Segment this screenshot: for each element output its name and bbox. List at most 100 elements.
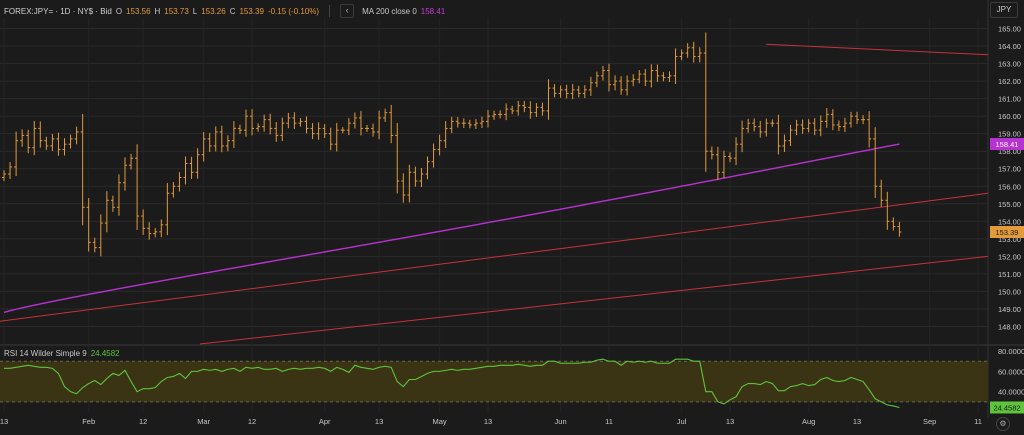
price-tags: 158.41 153.39 24.4582 [990,138,1024,414]
rsi-tick-label: 40.0000 [998,388,1024,397]
ohlc-bar [62,138,67,156]
rsi-line [4,358,900,409]
ohlc-bar [316,122,321,140]
ohlc-bar [419,167,424,188]
ohlc-bar [377,110,382,140]
ohlc-bar [310,123,315,140]
time-tick-label: Jun [555,417,567,426]
ma-price-tag: 158.41 [990,138,1024,151]
price-tick-label: 160.00 [998,112,1021,121]
ohlc-bar [613,75,618,91]
price-tick-label: 162.00 [998,77,1021,86]
time-tick-label: Jul [677,417,687,426]
close-label: C [229,6,236,16]
ma-label[interactable]: MA 200 close 0 [362,6,417,16]
price-tick-label: 153.00 [998,235,1021,244]
time-tick-label: 13 [484,417,492,426]
ohlc-bar [697,47,702,63]
ohlc-bar [685,43,690,58]
ohlc-bar [492,110,497,120]
price-tick-label: 159.00 [998,130,1021,139]
ohlc-bar [673,48,678,85]
price-tick-label: 164.00 [998,42,1021,51]
ohlc-bar [365,125,369,132]
rsi-header[interactable]: RSI 14 Wilder Simple 9 24.4582 [4,349,120,358]
svg-text:153.39: 153.39 [996,228,1019,237]
trendline-top [766,43,989,56]
symbol-label[interactable]: FOREX:JPY= · 1D · NY$ · Bid [4,6,112,16]
ohlc-bar [328,127,333,151]
settings-gear-icon[interactable]: ⚙ [996,417,1010,431]
ohlc-bar [855,111,860,125]
ohlc-bar [237,124,242,134]
ohlc-bar [734,137,739,166]
ohlc-bar [582,85,587,99]
trendlines [0,43,989,345]
ohlc-bar [141,209,146,235]
ohlc-bar [619,76,624,95]
ohlc-bar [588,76,593,96]
ohlc-bar [171,181,176,198]
ohlc-bar [770,119,775,127]
high-label: H [154,6,161,16]
ohlc-bar [631,74,636,87]
ohlc-bar [219,125,224,153]
change-value: -0.15 (-0.10%) [267,6,320,16]
price-tick-label: 151.00 [998,270,1021,279]
time-tick-label: 13 [853,417,861,426]
ohlc-bar [849,111,853,128]
ohlc-bar [728,152,732,163]
ohlc-bar [746,118,751,133]
ohlc-bar [806,119,811,133]
ohlc-bar [225,135,230,152]
ohlc-bar [2,170,6,182]
ohlc-bar [758,120,763,138]
ohlc-bar [691,41,696,63]
ohlc-bar [334,122,339,152]
ohlc-bar [207,132,212,152]
ohlc-bar [800,119,805,134]
ohlc-bar [401,173,406,203]
ohlc-bar [516,100,521,116]
ohlc-bar [153,228,158,238]
ohlc-bar [461,118,466,128]
ohlc-bar [861,115,866,125]
ohlc-bar [8,161,13,179]
ohlc-bar [358,110,363,136]
time-tick-label: Mar [197,417,210,426]
price-axis[interactable]: 148.00 149.00 150.00 151.00 152.00 153.00 154.… [998,25,1021,332]
ohlc-bar [383,108,388,122]
rsi-tick-label: 60.0000 [998,367,1024,376]
time-tick-label: 12 [248,417,256,426]
ohlc-bar [340,127,345,134]
ohlc-bar [655,64,660,82]
ohlc-bar [479,116,484,128]
time-axis[interactable]: 13 Feb 12 Mar 12 Apr 13 May 13 Jun 11 Jul 13 Aug 13 Sep… [0,417,982,426]
ohlc-bar [649,64,654,88]
ohlc-bar [715,146,720,181]
ohlc-bar [165,182,170,236]
ohlc-bar [44,136,49,150]
ohlc-bar [879,179,884,207]
ohlc-bar [147,222,152,240]
ohlc-bar [292,112,297,129]
low-label: L [192,6,198,16]
rsi-value: 24.4582 [90,349,120,358]
ohlc-bar [679,49,684,61]
ohlc-bar [661,72,666,82]
grid-lines [0,0,1024,418]
ohlc-bar [26,129,31,154]
price-tick-label: 161.00 [998,95,1021,104]
collapse-chevron-icon[interactable]: ‹ [340,4,355,18]
ohlc-bar [116,174,121,216]
time-tick-label: May [433,417,447,426]
ohlc-bar [449,116,454,134]
currency-button[interactable]: JPY [990,2,1018,18]
ohlc-bar [129,153,134,170]
ohlc-bar [564,84,569,99]
ohlc-bar [552,84,557,98]
ohlc-bar [262,114,267,132]
ohlc-bar [443,121,448,149]
ohlc-bar [135,144,140,230]
